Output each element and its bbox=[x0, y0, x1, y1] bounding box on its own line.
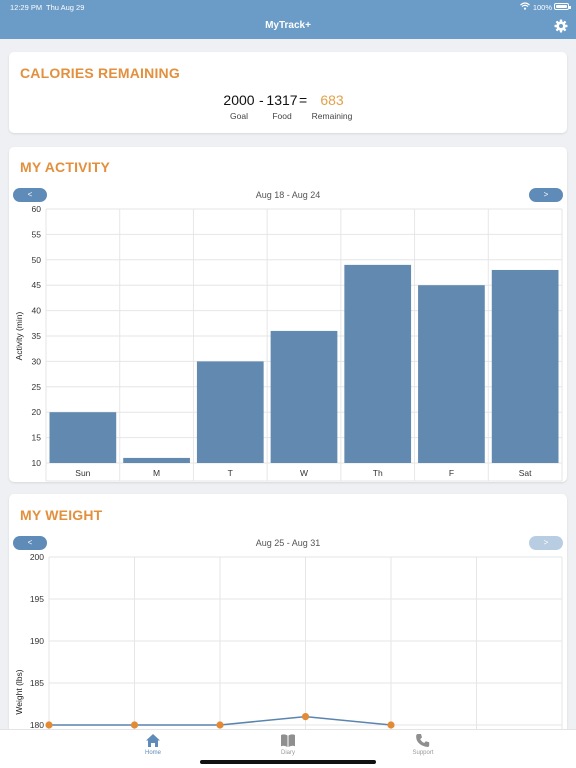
tab-diary[interactable]: Diary bbox=[258, 733, 318, 756]
activity-y-tick: 25 bbox=[32, 382, 42, 392]
activity-x-tick: W bbox=[300, 468, 308, 478]
battery-percent: 100% bbox=[532, 3, 552, 12]
activity-bar bbox=[49, 412, 117, 463]
status-time: 12:29 PM bbox=[10, 3, 43, 12]
weight-next-button[interactable]: > bbox=[529, 536, 563, 550]
activity-bar bbox=[196, 361, 264, 463]
tab-diary-label: Diary bbox=[280, 750, 295, 756]
activity-y-tick: 45 bbox=[32, 280, 42, 290]
activity-y-tick: 35 bbox=[32, 331, 42, 341]
app-title: MyTrack+ bbox=[265, 20, 311, 31]
activity-y-tick: 10 bbox=[32, 458, 42, 468]
status-bar: 12:29 PM Thu Aug 29 100% bbox=[0, 0, 576, 14]
activity-bar bbox=[418, 285, 485, 463]
phone-icon bbox=[416, 734, 430, 747]
equals-sign: = bbox=[299, 92, 308, 108]
goal-label: Goal bbox=[230, 111, 248, 121]
activity-chart: 10 15 20 25 30 35 40 45 50 55 60 Sun M T W Th F Sat Activi… bbox=[14, 204, 563, 482]
remaining-label: Remaining bbox=[311, 111, 353, 121]
activity-next-button[interactable]: > bbox=[529, 188, 563, 202]
remaining-group: 683 Remaining bbox=[307, 92, 357, 121]
tab-home[interactable]: Home bbox=[123, 733, 183, 756]
wifi-icon bbox=[520, 2, 530, 10]
goal-value: 2000 bbox=[223, 92, 255, 108]
activity-y-axis-label: Activity (min) bbox=[14, 312, 24, 361]
activity-y-tick: 40 bbox=[32, 306, 42, 316]
home-indicator bbox=[200, 760, 376, 764]
tab-home-label: Home bbox=[144, 750, 161, 756]
weight-point bbox=[130, 721, 139, 729]
activity-bar bbox=[270, 330, 338, 463]
goal-group: 2000 Goal bbox=[220, 92, 258, 121]
weight-point bbox=[216, 721, 224, 729]
weight-range-bar: < Aug 25 - Aug 31 > bbox=[13, 536, 563, 550]
food-label: Food bbox=[272, 111, 292, 121]
weight-card: MY WEIGHT < Aug 25 - Aug 31 > 180 185 190 1… bbox=[9, 494, 567, 734]
food-group: 1317 Food bbox=[264, 92, 300, 121]
weight-y-tick: 195 bbox=[30, 594, 44, 604]
nav-bar: MyTrack+ bbox=[0, 14, 576, 39]
battery-icon bbox=[554, 3, 571, 10]
activity-y-tick: 60 bbox=[32, 204, 42, 214]
weight-y-axis-label: Weight (lbs) bbox=[14, 669, 24, 714]
activity-x-tick: T bbox=[228, 468, 233, 478]
status-date: Thu Aug 29 bbox=[46, 3, 85, 12]
activity-x-tick: Sun bbox=[75, 468, 90, 478]
tab-support[interactable]: Support bbox=[393, 733, 453, 756]
calorie-equation: 2000 Goal - 1317 Food = 683 Remaining bbox=[9, 92, 567, 126]
weight-y-tick: 185 bbox=[30, 678, 44, 688]
activity-bar bbox=[123, 457, 190, 463]
weight-point bbox=[387, 721, 395, 729]
tab-support-label: Support bbox=[412, 750, 434, 756]
weight-y-tick: 200 bbox=[30, 552, 44, 562]
activity-date-range: Aug 18 - Aug 24 bbox=[255, 190, 321, 200]
weight-prev-button[interactable]: < bbox=[13, 536, 47, 550]
activity-x-tick: Th bbox=[373, 468, 383, 478]
activity-y-tick: 50 bbox=[32, 255, 42, 265]
book-icon bbox=[281, 734, 295, 747]
weight-point bbox=[301, 713, 310, 721]
activity-prev-button[interactable]: < bbox=[13, 188, 47, 202]
calories-title: CALORIES REMAINING bbox=[20, 65, 180, 81]
activity-x-tick: M bbox=[153, 468, 160, 478]
activity-x-tick: Sat bbox=[519, 468, 532, 478]
calories-card: CALORIES REMAINING 2000 Goal - 1317 Food… bbox=[9, 52, 567, 133]
remaining-value: 683 bbox=[320, 92, 344, 108]
minus-sign: - bbox=[259, 92, 264, 108]
activity-y-tick: 15 bbox=[32, 433, 42, 443]
activity-title: MY ACTIVITY bbox=[20, 159, 111, 175]
activity-bar bbox=[491, 269, 559, 463]
activity-y-tick: 20 bbox=[32, 407, 42, 417]
weight-date-range: Aug 25 - Aug 31 bbox=[255, 538, 321, 548]
weight-point bbox=[45, 721, 53, 729]
activity-x-tick: F bbox=[449, 468, 454, 478]
weight-chart: 180 185 190 195 200 Weight (lbs) bbox=[14, 552, 563, 734]
weight-y-tick: 190 bbox=[30, 636, 44, 646]
food-value: 1317 bbox=[266, 92, 298, 108]
activity-y-tick: 55 bbox=[32, 229, 42, 239]
activity-bar bbox=[344, 264, 412, 463]
gear-icon[interactable] bbox=[554, 19, 568, 33]
home-icon bbox=[146, 734, 160, 747]
weight-y-tick: 180 bbox=[30, 720, 44, 730]
activity-card: MY ACTIVITY < Aug 18 - Aug 24 > 10 15 20 25… bbox=[9, 147, 567, 482]
weight-title: MY WEIGHT bbox=[20, 507, 103, 523]
activity-range-bar: < Aug 18 - Aug 24 > bbox=[13, 188, 563, 202]
activity-y-tick: 30 bbox=[32, 356, 42, 366]
